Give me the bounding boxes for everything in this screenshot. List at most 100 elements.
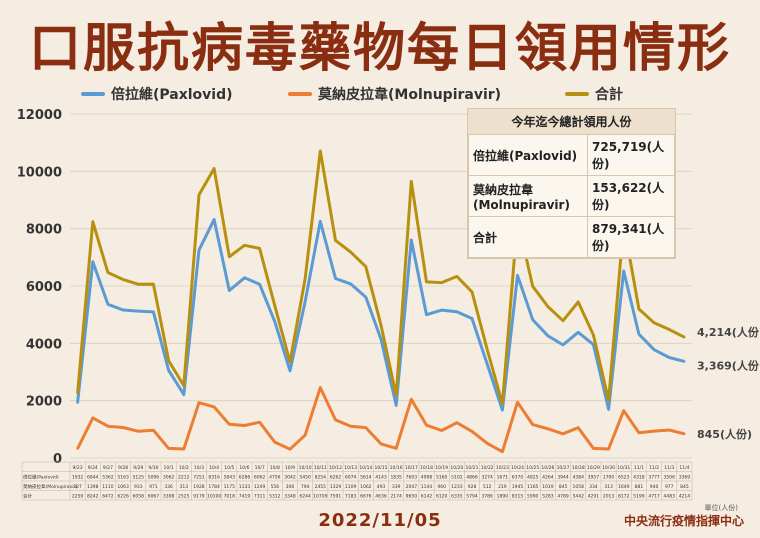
data-point-molnupiravir: [197, 401, 201, 404]
y-tick-label: 8000: [26, 223, 62, 238]
table-cell: 6226: [117, 494, 129, 500]
y-tick-label: 10000: [17, 165, 62, 180]
table-cell: 1109: [345, 484, 357, 490]
table-cell: 1835: [390, 475, 402, 481]
table-cell: 336: [164, 484, 173, 490]
table-cell: 5102: [451, 475, 463, 481]
table-cell: 493: [377, 484, 386, 490]
table-cell: 339: [392, 484, 401, 490]
x-tick-label: 10/3: [194, 465, 204, 471]
x-tick-label: 9/27: [103, 465, 113, 471]
table-row-label: 合計: [23, 493, 32, 500]
table-cell: 2013: [603, 494, 615, 500]
data-point-molnupiravir: [152, 428, 155, 432]
x-tick-label: 10/8: [270, 465, 280, 471]
table-cell: 4717: [648, 494, 660, 500]
data-point-molnupiravir: [622, 409, 625, 412]
table-cell: 881: [635, 484, 644, 490]
table-cell: 2212: [178, 475, 190, 481]
table-cell: 3062: [163, 475, 175, 481]
table-cell: 3274: [481, 475, 493, 481]
summary-name: 倍拉維(Paxlovid): [468, 134, 588, 176]
x-tick-label: 10/16: [390, 465, 403, 471]
data-point-molnupiravir: [182, 447, 185, 451]
table-row-label: 倍拉維(Paxlovid): [23, 474, 59, 481]
table-cell: 1165: [527, 484, 539, 490]
summary-heading: 今年迄今總計領用人份: [511, 115, 632, 129]
table-cell: 1133: [239, 484, 251, 490]
data-point-paxlovid: [273, 320, 277, 323]
data-point-total: [91, 220, 94, 223]
data-point-molnupiravir: [592, 447, 595, 450]
x-tick-label: 9/30: [148, 465, 158, 471]
x-tick-label: 10/10: [299, 465, 312, 471]
data-point-total: [228, 255, 231, 259]
data-point-paxlovid: [546, 334, 550, 337]
table-cell: 5442: [572, 494, 584, 500]
table-cell: 6472: [102, 494, 114, 500]
data-point-paxlovid: [212, 218, 216, 221]
table-cell: 5843: [224, 475, 236, 481]
table-cell: 6523: [618, 475, 630, 481]
data-point-total: [121, 278, 125, 281]
x-tick-label: 10/24: [511, 465, 524, 471]
data-point-molnupiravir: [440, 429, 443, 432]
summary-value: 725,719(人份): [587, 134, 675, 176]
data-point-molnupiravir: [455, 421, 459, 424]
data-point-paxlovid: [319, 220, 322, 223]
table-cell: 3957: [588, 475, 600, 481]
table-cell: 7603: [406, 475, 418, 481]
x-tick-label: 10/9: [285, 465, 295, 471]
data-point-total: [425, 280, 428, 284]
y-tick-label: 4000: [26, 337, 62, 352]
data-point-total: [76, 392, 79, 395]
legend-swatch-total: [565, 92, 589, 96]
table-cell: 977: [665, 484, 674, 490]
x-tick-label: 10/28: [572, 465, 585, 471]
data-point-total: [637, 307, 641, 311]
data-table: 9/23 9/24 9/27 9/28 9/29 9/30 10/1 10/2 10/3 10/4…: [21, 461, 693, 501]
table-cell: 5362: [102, 475, 114, 481]
table-cell: 5614: [360, 475, 372, 481]
data-point-paxlovid: [485, 362, 489, 366]
table-cell: 5096: [148, 475, 160, 481]
data-point-paxlovid: [652, 348, 656, 351]
table-cell: 5125: [133, 475, 145, 481]
x-tick-label: 10/1: [164, 465, 174, 471]
data-point-total: [273, 304, 277, 307]
table-cell: 1062: [360, 484, 372, 490]
table-cell: 10709: [313, 494, 327, 500]
data-point-molnupiravir: [349, 425, 352, 428]
end-label-paxlovid: 3,369(人份): [697, 358, 760, 372]
data-point-paxlovid: [288, 369, 292, 372]
table-cell: 6142: [421, 494, 433, 500]
table-cell: 5990: [527, 494, 539, 500]
table-cell: 5283: [542, 494, 554, 500]
table-cell: 10100: [207, 494, 221, 500]
legend-label-paxlovid: 倍拉維(Paxlovid): [111, 87, 233, 103]
data-point-total: [577, 300, 580, 304]
table-cell: 6244: [299, 494, 311, 500]
x-tick-label: 10/19: [435, 465, 448, 471]
table-cell: 7419: [239, 494, 251, 500]
data-point-paxlovid: [607, 408, 610, 411]
summary-row: 合計 879,341(人份): [468, 216, 675, 258]
legend-paxlovid: 倍拉維(Paxlovid): [81, 84, 233, 104]
table-cell: 1063: [117, 484, 129, 490]
table-cell: 219: [498, 484, 507, 490]
table-cell: 845: [559, 484, 568, 490]
data-point-total: [546, 305, 550, 308]
table-cell: 3786: [481, 494, 493, 500]
data-point-molnupiravir: [485, 442, 489, 445]
data-point-paxlovid: [425, 313, 428, 316]
table-cell: 6335: [451, 494, 463, 500]
data-point-molnupiravir: [425, 424, 428, 427]
table-cell: 1700: [603, 475, 615, 481]
data-point-paxlovid: [349, 282, 352, 286]
data-point-molnupiravir: [637, 431, 641, 434]
end-label-molnupiravir: 845(人份): [697, 427, 752, 441]
data-point-molnupiravir: [319, 386, 322, 389]
end-labels: 4,214(人份) 3,369(人份) 845(人份): [697, 325, 760, 441]
data-point-paxlovid: [668, 356, 671, 359]
data-point-paxlovid: [470, 317, 474, 320]
